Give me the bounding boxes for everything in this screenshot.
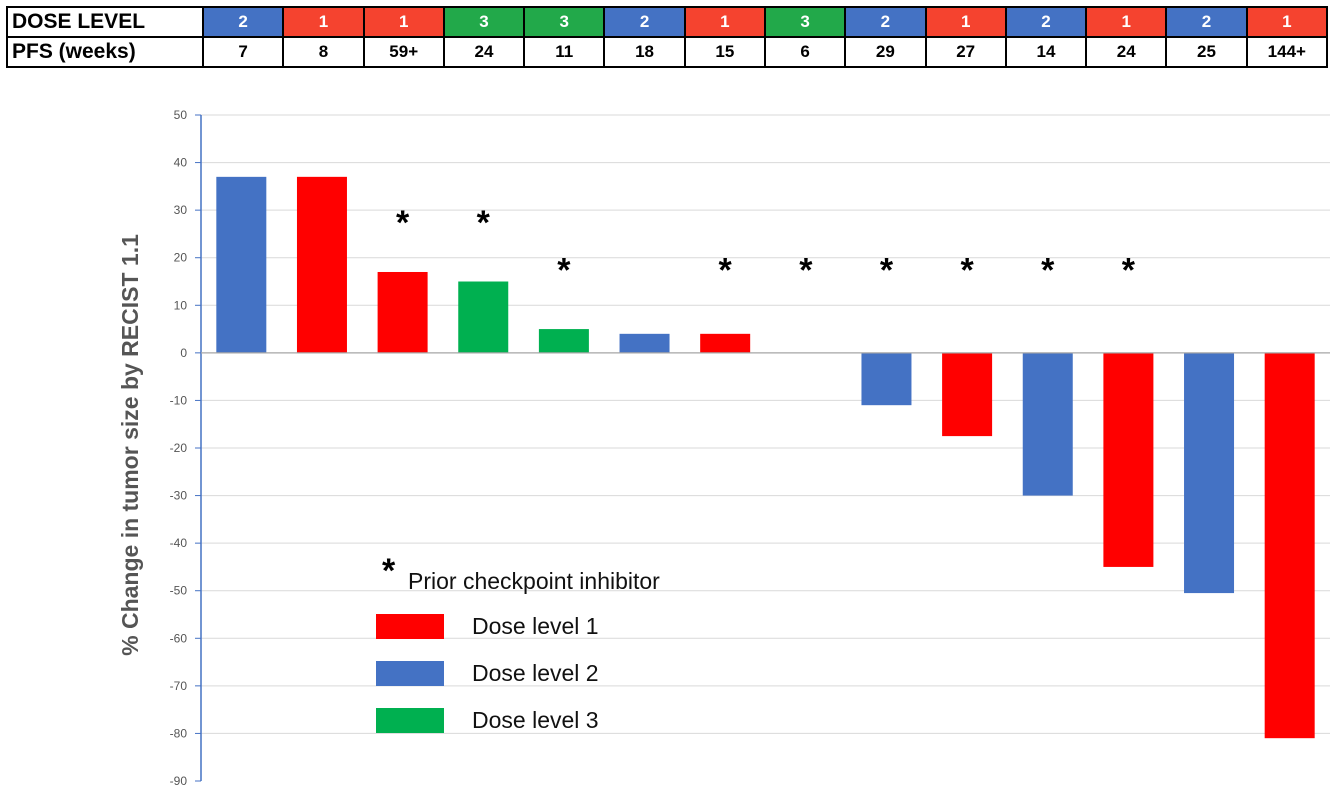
dose-level-cell: 2 [1165,6,1248,38]
asterisk-marker: * [880,252,894,290]
legend-entry-label: Dose level 3 [472,707,599,733]
dose-level-cell: 2 [844,6,927,38]
asterisk-marker: * [396,204,410,242]
legend-swatch [376,661,444,686]
pfs-cell: 11 [523,36,606,68]
pfs-cell: 27 [924,36,1007,68]
pfs-cell: 14 [1004,36,1088,68]
bar [861,352,912,406]
bar [619,333,670,353]
dose-level-cell: 1 [282,6,365,38]
bar [1103,352,1154,567]
dose-level-cell: 1 [362,6,445,38]
pfs-cell: 24 [442,36,526,68]
dose-level-cell: 2 [201,6,285,38]
pfs-cell: 8 [282,36,365,68]
dose-level-header: DOSE LEVEL [6,6,204,38]
pfs-cell: 59+ [362,36,445,68]
legend-entry-label: Dose level 2 [472,660,599,686]
y-tick-label: 40 [174,156,188,170]
pfs-header: PFS (weeks) [6,36,204,68]
bar [1022,352,1073,496]
pfs-cell: 144+ [1245,36,1329,68]
bar [1184,352,1235,594]
dose-level-cell: 1 [683,6,766,38]
bar [942,352,993,437]
legend-swatch [376,614,444,639]
y-tick-label: -60 [170,631,188,645]
y-tick-label: -10 [170,393,188,407]
bar [458,281,509,353]
y-tick-label: 20 [174,251,188,265]
bar [216,176,267,353]
y-tick-label: -20 [170,441,188,455]
asterisk-marker: * [719,252,733,290]
y-tick-label: -40 [170,536,188,550]
dose-level-cell: 3 [523,6,606,38]
y-tick-label: -50 [170,584,188,598]
dose-level-cell: 1 [1085,6,1168,38]
dose-level-cell: 1 [1245,6,1329,38]
dose-level-cell: 3 [763,6,847,38]
asterisk-marker: * [1041,252,1055,290]
dose-level-cell: 3 [442,6,526,38]
y-tick-label: 50 [174,108,188,122]
y-tick-label: 30 [174,203,188,217]
legend-asterisk-label: Prior checkpoint inhibitor [408,568,660,594]
pfs-cell: 29 [844,36,927,68]
y-tick-label: -30 [170,489,188,503]
y-tick-label: -70 [170,679,188,693]
y-tick-label: 10 [174,298,188,312]
dose-level-cell: 2 [603,6,686,38]
bar [296,176,347,353]
asterisk-marker: * [557,252,571,290]
pfs-cell: 15 [683,36,766,68]
asterisk-marker: * [960,252,974,290]
y-tick-label: -90 [170,774,188,786]
asterisk-marker: * [799,252,813,290]
y-tick-label: -80 [170,726,188,740]
pfs-cell: 24 [1085,36,1168,68]
asterisk-marker: * [477,204,491,242]
pfs-row: PFS (weeks) 7 8 59+ 24 11 18 15 6 29 27 14 24 25 144+ [6,36,1329,68]
legend-entry-label: Dose level 1 [472,613,599,639]
bar [1264,352,1315,739]
asterisk-marker: * [1122,252,1136,290]
legend-swatch [376,708,444,733]
bar [377,271,428,353]
dose-level-cell: 2 [1004,6,1088,38]
y-axis-label: % Change in tumor size by RECIST 1.1 [117,234,143,656]
dose-level-cell: 1 [924,6,1007,38]
bar [538,329,589,353]
y-tick-label: 0 [180,346,187,360]
bar [700,333,751,353]
pfs-cell: 18 [603,36,686,68]
legend-asterisk: * [382,552,396,590]
pfs-cell: 25 [1165,36,1248,68]
pfs-cell: 7 [201,36,285,68]
pfs-cell: 6 [763,36,847,68]
